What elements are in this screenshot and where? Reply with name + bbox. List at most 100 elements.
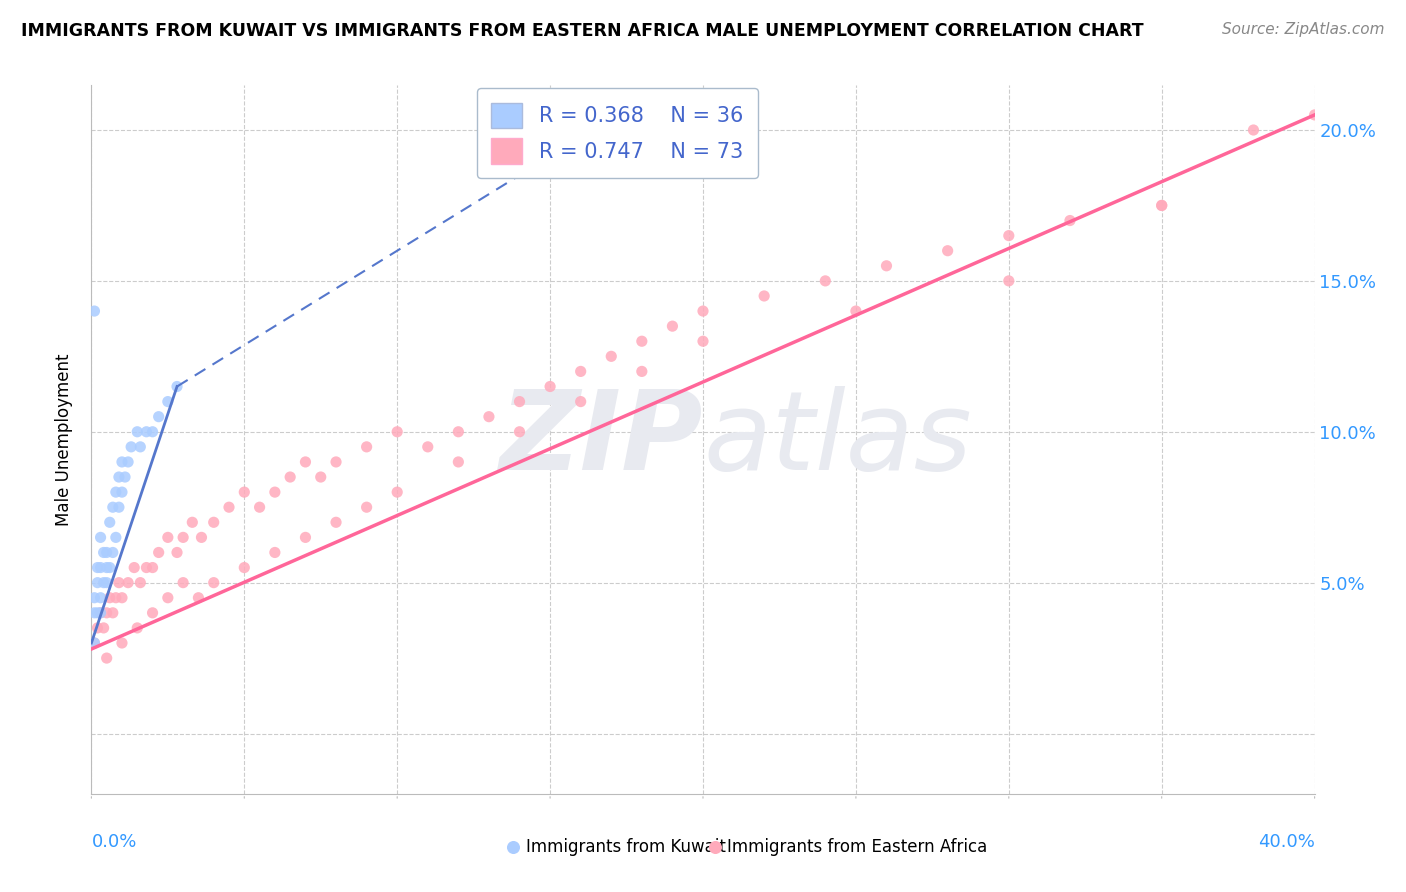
- Point: [111, 591, 134, 605]
- Point: [218, 500, 240, 515]
- Point: [96, 545, 118, 559]
- Point: [90, 606, 112, 620]
- Point: [1150, 198, 1173, 212]
- Point: [278, 470, 301, 484]
- Point: [86, 575, 108, 590]
- Point: [90, 606, 112, 620]
- Point: [249, 500, 271, 515]
- Point: [294, 530, 316, 544]
- Point: [538, 379, 561, 393]
- Point: [101, 545, 124, 559]
- Point: [1303, 108, 1326, 122]
- Point: [83, 606, 105, 620]
- Point: [385, 425, 409, 439]
- Point: [447, 425, 470, 439]
- Point: [86, 560, 108, 574]
- Point: [111, 485, 134, 500]
- Point: [845, 304, 868, 318]
- Point: [93, 575, 115, 590]
- Point: [104, 591, 127, 605]
- Point: [356, 440, 378, 454]
- Point: [1059, 213, 1081, 227]
- Point: [96, 651, 118, 665]
- Point: [569, 364, 592, 378]
- Text: Immigrants from Eastern Africa: Immigrants from Eastern Africa: [727, 838, 987, 856]
- Point: [156, 394, 179, 409]
- Point: [172, 530, 194, 544]
- Point: [86, 621, 108, 635]
- Text: 40.0%: 40.0%: [1258, 833, 1315, 851]
- Point: [98, 516, 121, 530]
- Point: [233, 485, 256, 500]
- Point: [129, 575, 152, 590]
- Point: [101, 500, 124, 515]
- Text: ZIP: ZIP: [499, 386, 703, 492]
- Point: [96, 575, 118, 590]
- Point: [98, 591, 121, 605]
- Point: [117, 575, 139, 590]
- Point: [631, 334, 654, 349]
- Point: [600, 349, 623, 363]
- Point: [936, 244, 959, 258]
- Text: atlas: atlas: [703, 386, 972, 492]
- Point: [385, 485, 409, 500]
- Text: Immigrants from Kuwait: Immigrants from Kuwait: [526, 838, 725, 856]
- Point: [108, 470, 131, 484]
- Point: [104, 485, 127, 500]
- Point: [111, 455, 134, 469]
- Point: [141, 425, 163, 439]
- Point: [661, 319, 683, 334]
- Point: [190, 530, 212, 544]
- Point: [86, 606, 108, 620]
- Point: [93, 621, 115, 635]
- Point: [83, 591, 105, 605]
- Point: [83, 304, 105, 318]
- Point: [135, 560, 157, 574]
- Point: [509, 394, 531, 409]
- Point: [90, 530, 112, 544]
- Point: [141, 560, 163, 574]
- Point: [233, 560, 256, 574]
- Point: [569, 394, 592, 409]
- Point: [120, 440, 142, 454]
- Point: [998, 274, 1021, 288]
- Point: [447, 455, 470, 469]
- Point: [104, 530, 127, 544]
- Text: 0.0%: 0.0%: [91, 833, 136, 851]
- Point: [148, 545, 170, 559]
- Point: [90, 560, 112, 574]
- Text: Source: ZipAtlas.com: Source: ZipAtlas.com: [1222, 22, 1385, 37]
- Point: [1150, 198, 1173, 212]
- Point: [325, 516, 347, 530]
- Text: IMMIGRANTS FROM KUWAIT VS IMMIGRANTS FROM EASTERN AFRICA MALE UNEMPLOYMENT CORRE: IMMIGRANTS FROM KUWAIT VS IMMIGRANTS FRO…: [21, 22, 1143, 40]
- Point: [509, 425, 531, 439]
- Point: [998, 228, 1021, 243]
- Legend: R = 0.368    N = 36, R = 0.747    N = 73: R = 0.368 N = 36, R = 0.747 N = 73: [477, 88, 758, 178]
- Point: [478, 409, 501, 424]
- Point: [90, 591, 112, 605]
- Point: [111, 636, 134, 650]
- Point: [96, 560, 118, 574]
- Point: [83, 636, 105, 650]
- Point: [166, 379, 188, 393]
- Point: [114, 470, 136, 484]
- Point: [1243, 123, 1265, 137]
- Point: [172, 575, 194, 590]
- Point: [416, 440, 439, 454]
- Point: [101, 606, 124, 620]
- Point: [264, 485, 287, 500]
- Point: [122, 560, 145, 574]
- Point: [325, 455, 347, 469]
- Point: [129, 440, 152, 454]
- Point: [127, 425, 149, 439]
- Point: [117, 455, 139, 469]
- Point: [93, 545, 115, 559]
- Point: [148, 409, 170, 424]
- Point: [156, 591, 179, 605]
- Point: [83, 636, 105, 650]
- Point: [631, 364, 654, 378]
- Point: [187, 591, 209, 605]
- Point: [692, 334, 714, 349]
- Point: [202, 516, 225, 530]
- Point: [141, 606, 163, 620]
